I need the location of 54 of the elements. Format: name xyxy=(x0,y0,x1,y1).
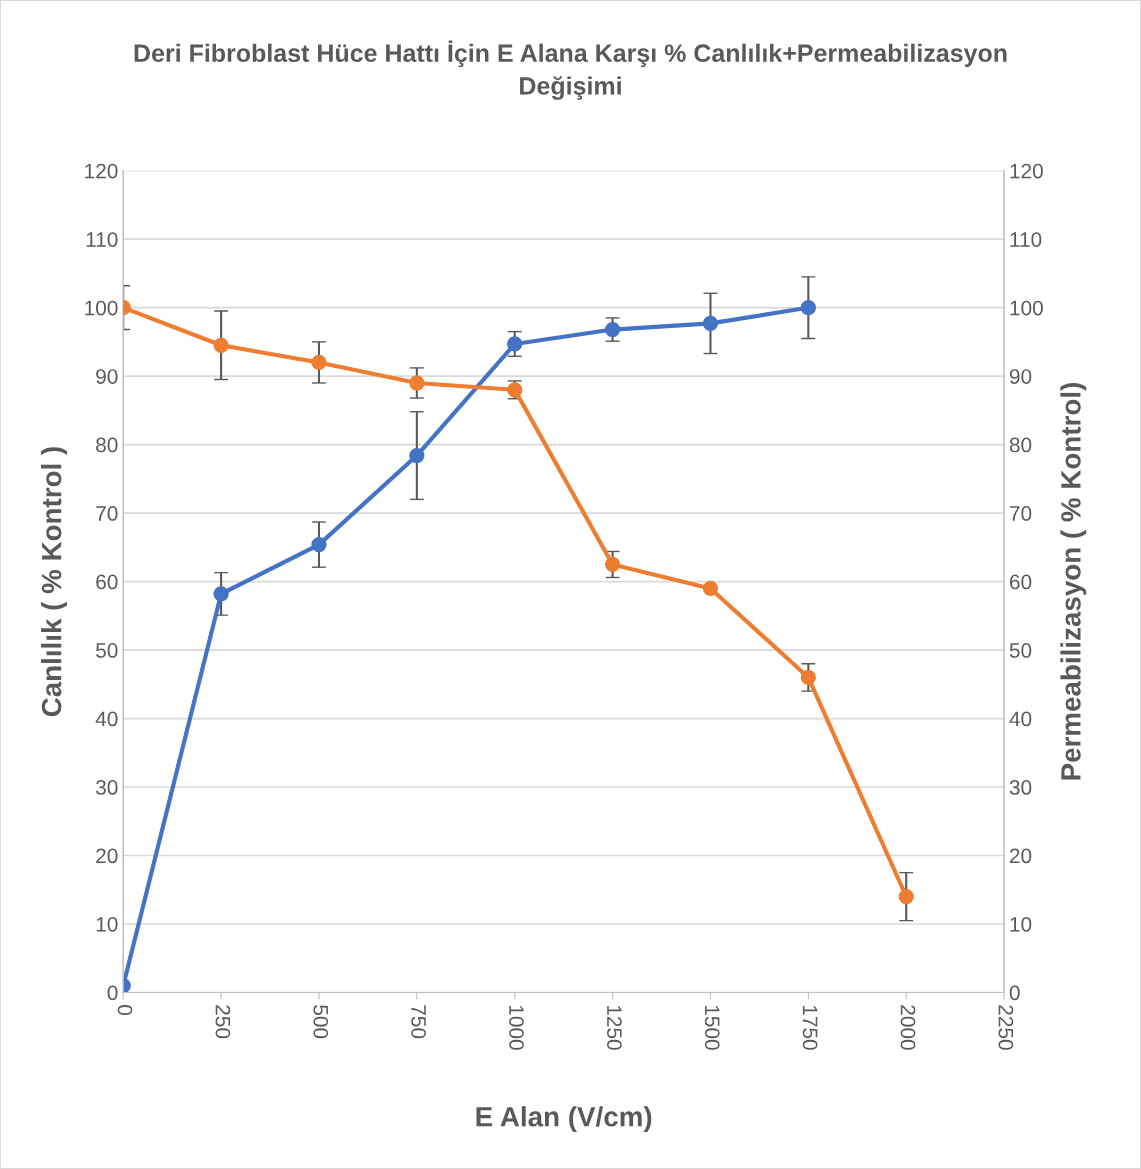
point xyxy=(409,447,425,464)
point xyxy=(507,336,523,352)
point xyxy=(604,321,621,338)
point xyxy=(898,888,914,905)
y2-tick-label: 60 xyxy=(1010,574,1032,590)
x-tick-label: 750 xyxy=(411,1005,427,1039)
x-tick-label: 250 xyxy=(215,1005,231,1039)
y-tick-label: 110 xyxy=(86,232,118,247)
y2-tick-label: 90 xyxy=(1009,369,1032,384)
y-tick-label: 30 xyxy=(95,780,118,795)
point xyxy=(213,586,229,602)
y-axis-title: Canlılık ( % Kontrol ) xyxy=(41,447,67,717)
y2-tick-label: 110 xyxy=(1010,232,1042,247)
point xyxy=(800,300,816,316)
point xyxy=(409,375,425,391)
y2-tick-label: 30 xyxy=(1009,780,1032,795)
y-tick-label: 70 xyxy=(96,506,118,521)
y-tick-label: 0 xyxy=(107,985,118,1001)
x-tick-label: 1500 xyxy=(704,1005,720,1050)
y2-tick-label: 0 xyxy=(1009,985,1020,1001)
y2-tick-label: 120 xyxy=(1010,163,1043,179)
y-tick-label: 50 xyxy=(96,643,118,658)
y2-axis-title: Permeabilizasyon ( % Kontrol) xyxy=(1060,383,1087,780)
point xyxy=(604,556,621,573)
point xyxy=(702,315,719,332)
y2-tick-label: 70 xyxy=(1010,506,1032,521)
y-tick-label: 80 xyxy=(96,437,118,453)
y-tick-label: 40 xyxy=(95,711,118,727)
point xyxy=(702,580,719,597)
point xyxy=(800,669,816,686)
point xyxy=(311,354,327,371)
x-tick-label: 1000 xyxy=(509,1005,524,1050)
y-tick-label: 10 xyxy=(96,917,118,932)
y-tick-label: 20 xyxy=(96,848,118,864)
y-tick-label: 120 xyxy=(85,163,118,179)
x-tick-label: 1250 xyxy=(607,1005,622,1050)
chart-title: Deri Fibroblast Hüce Hattı İçin E Alana Karşı % Canlılık+Permeabilizasyon Değişimi xyxy=(134,40,1007,100)
x-tick-label: 500 xyxy=(313,1005,329,1039)
y2-tick-label: 80 xyxy=(1009,437,1032,453)
y2-tick-label: 10 xyxy=(1010,917,1032,932)
x-tick-label: 1750 xyxy=(802,1005,818,1050)
point xyxy=(311,536,327,553)
y2-tick-label: 40 xyxy=(1009,711,1032,727)
y-tick-label: 100 xyxy=(85,300,118,316)
x-tick-label: 2000 xyxy=(900,1005,916,1050)
x-axis-title: E Alan (V/cm) xyxy=(476,1106,652,1133)
y2-tick-label: 20 xyxy=(1009,848,1032,864)
x-tick-label: 0 xyxy=(117,1005,133,1016)
y-tick-label: 60 xyxy=(96,574,118,590)
x-tick-label: 2250 xyxy=(998,1005,1014,1050)
point xyxy=(213,337,229,353)
y-tick-label: 90 xyxy=(96,369,118,384)
y2-tick-label: 50 xyxy=(1009,643,1032,658)
y2-tick-label: 100 xyxy=(1010,300,1043,316)
